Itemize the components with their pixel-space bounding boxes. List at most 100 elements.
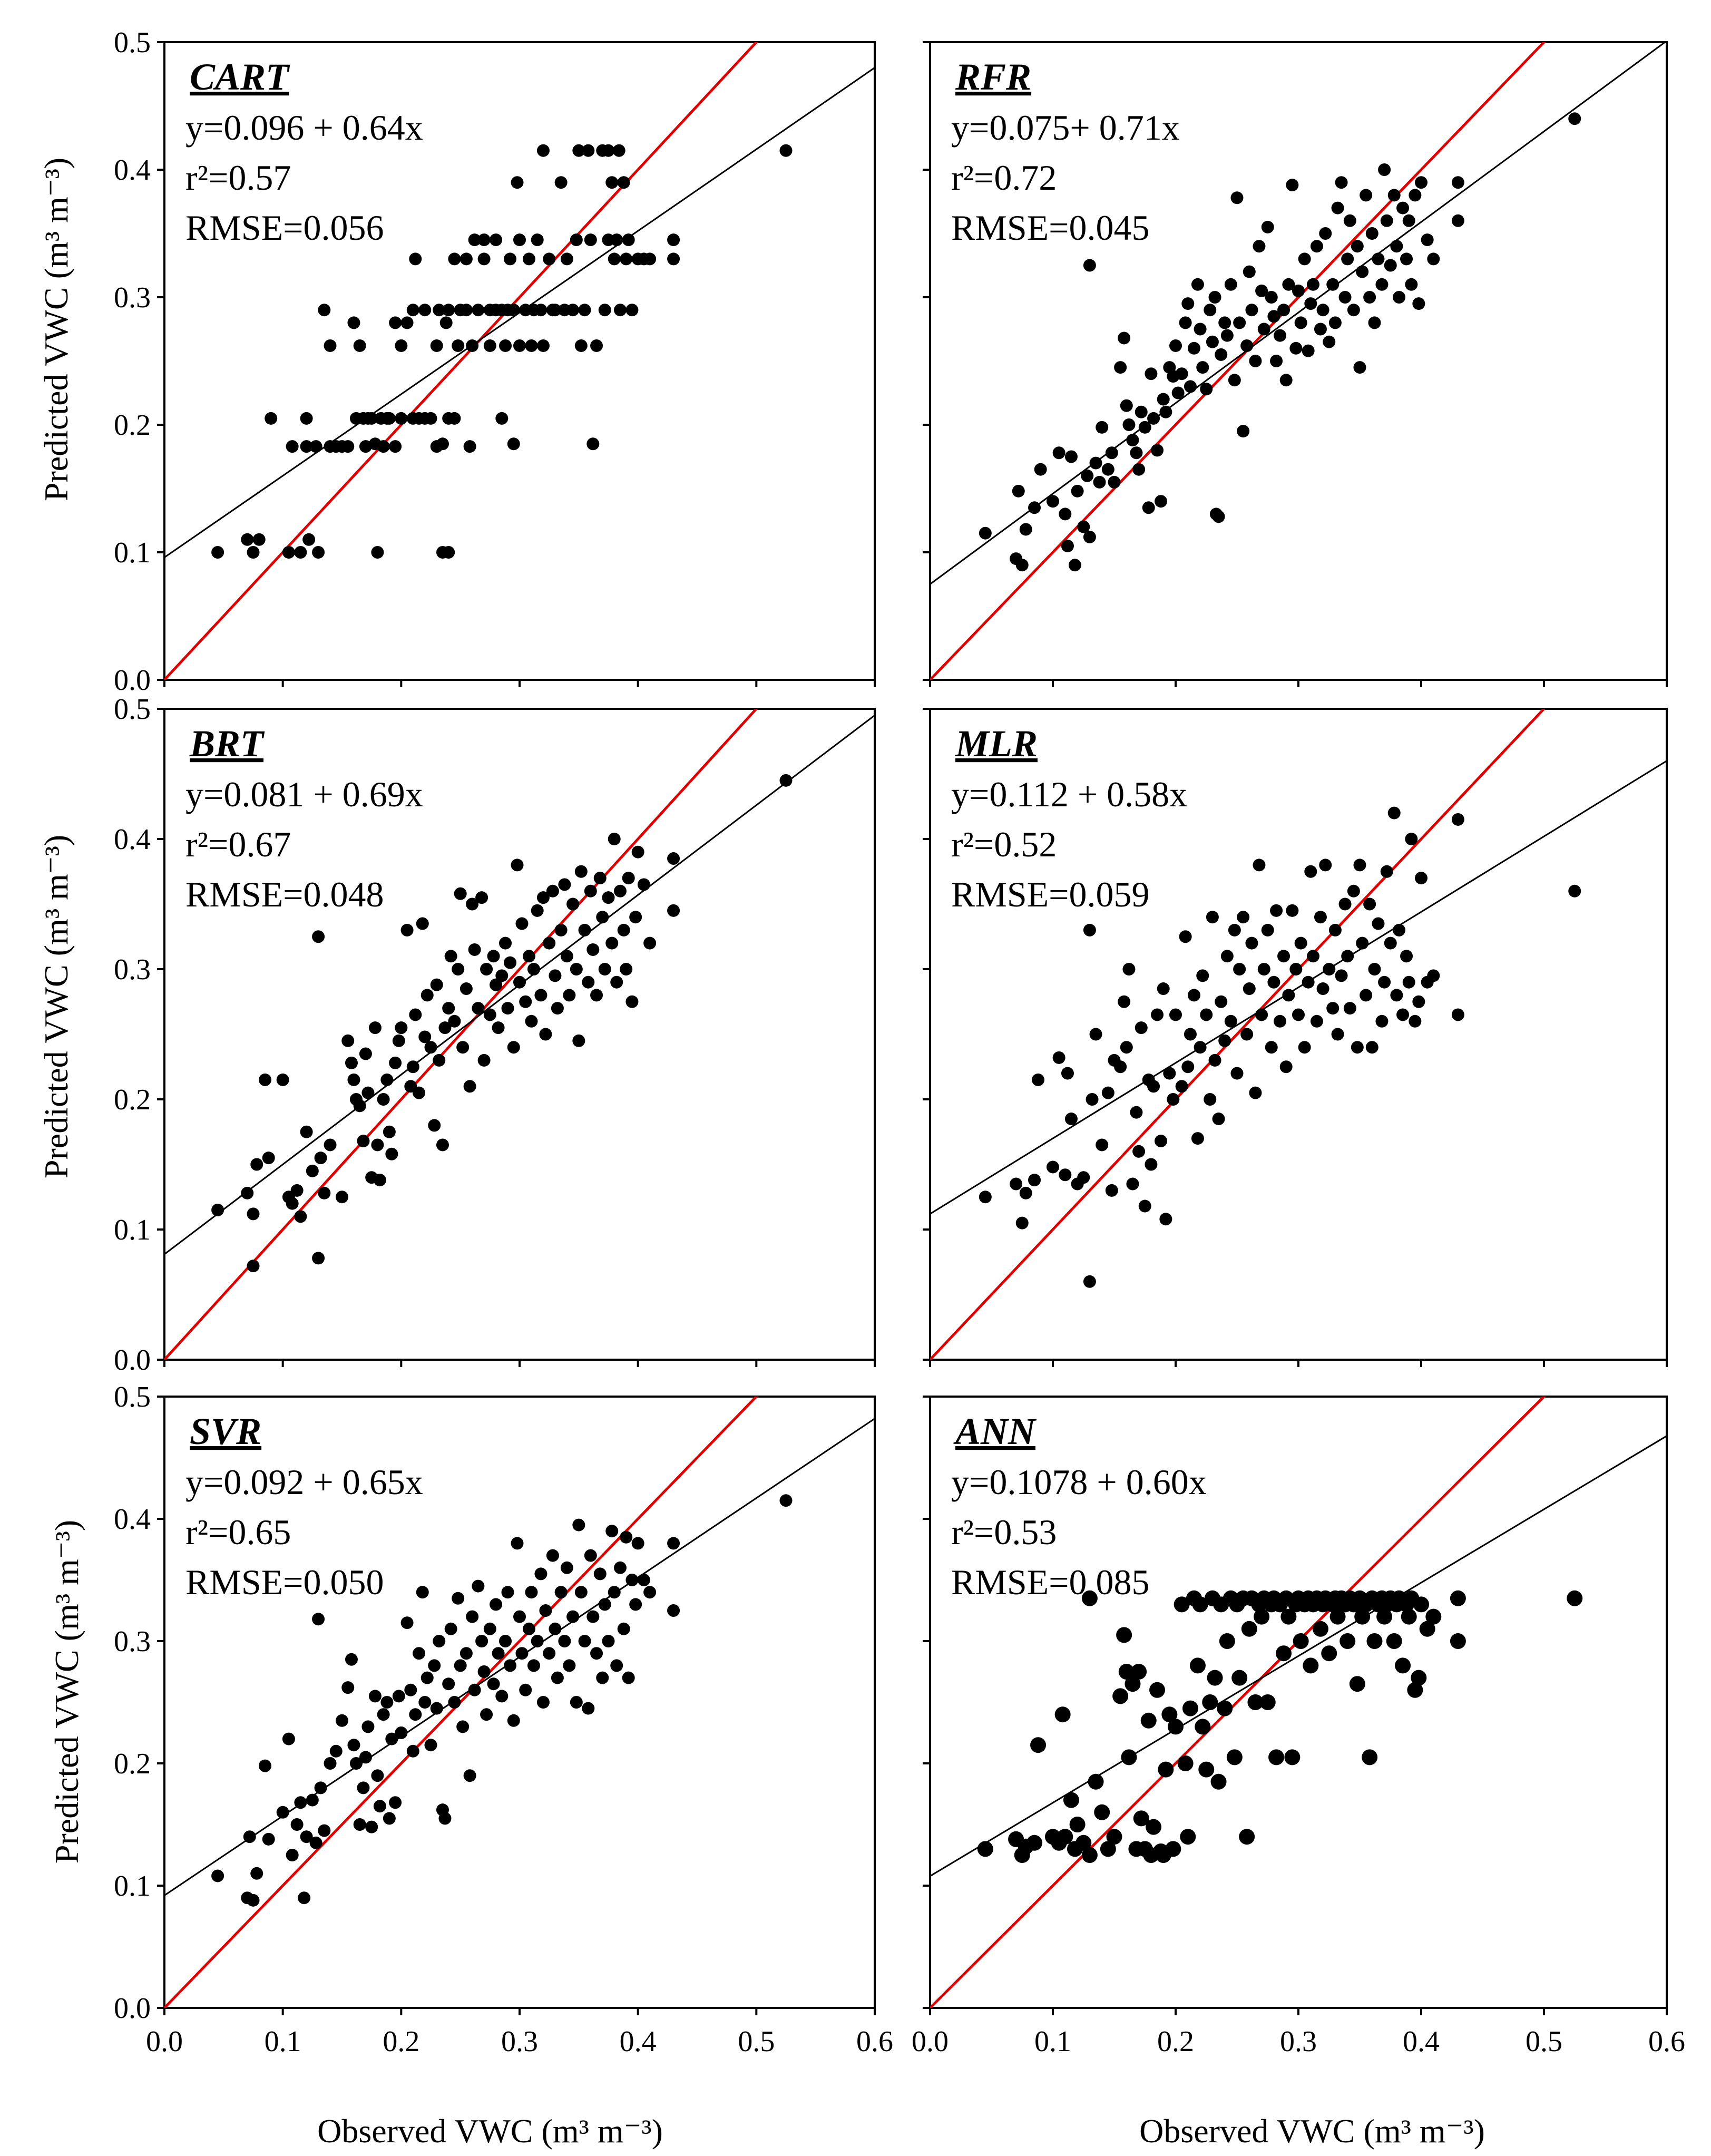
data-point <box>1106 1829 1122 1845</box>
data-point <box>1378 163 1391 176</box>
data-point <box>593 872 607 885</box>
data-point <box>617 176 630 189</box>
data-point <box>1063 1792 1079 1808</box>
regression-equation: y=0.092 + 0.65x <box>185 1462 423 1502</box>
data-point <box>539 1028 552 1041</box>
x-tick-label: 0.2 <box>1157 2025 1194 2058</box>
data-point <box>1265 1041 1278 1054</box>
data-point <box>625 1574 639 1586</box>
data-point <box>560 1561 573 1574</box>
data-point <box>421 989 434 1002</box>
data-point <box>1255 1008 1268 1021</box>
data-point <box>392 1690 405 1703</box>
data-point <box>368 1690 382 1703</box>
data-point <box>395 1021 408 1035</box>
data-point <box>373 1174 386 1187</box>
data-point <box>436 1138 449 1152</box>
data-point <box>1365 227 1378 240</box>
data-point <box>448 1014 461 1028</box>
data-point <box>1298 1041 1311 1054</box>
data-point <box>495 1690 509 1703</box>
data-point <box>1338 291 1352 304</box>
data-point <box>1184 380 1197 393</box>
data-point <box>1052 1051 1065 1064</box>
data-point <box>560 950 573 963</box>
data-point <box>1083 923 1096 936</box>
data-point <box>549 969 562 982</box>
data-point <box>483 1622 496 1635</box>
data-point <box>1411 1670 1427 1686</box>
data-point <box>477 1053 491 1067</box>
data-point <box>622 233 635 247</box>
data-point <box>1132 463 1146 476</box>
y-tick-label: 0.0 <box>114 1344 151 1377</box>
data-point <box>1400 950 1413 963</box>
data-point <box>1380 865 1393 878</box>
data-point <box>371 546 384 559</box>
data-point <box>1015 1216 1029 1230</box>
data-point <box>501 1586 514 1599</box>
data-point <box>1198 1761 1215 1778</box>
data-point <box>667 852 680 865</box>
data-point <box>341 440 355 453</box>
data-point <box>1125 1676 1141 1692</box>
data-point <box>1230 191 1244 204</box>
data-point <box>341 1681 355 1694</box>
data-point <box>549 304 562 317</box>
regression-line <box>164 67 875 558</box>
data-point <box>1212 1113 1225 1126</box>
data-point <box>262 1832 275 1846</box>
data-point <box>294 1210 307 1223</box>
data-point <box>578 1635 591 1647</box>
data-point <box>365 1820 378 1833</box>
data-point <box>631 1537 644 1550</box>
plot-area <box>930 1397 1667 2008</box>
data-point <box>1372 252 1385 266</box>
data-point <box>979 526 992 540</box>
data-point <box>1118 995 1131 1008</box>
data-point <box>1210 1773 1227 1790</box>
data-point <box>1245 304 1258 317</box>
data-point <box>572 1034 585 1047</box>
x-tick-label: 0.0 <box>146 2025 183 2058</box>
data-point <box>1083 1275 1096 1288</box>
data-point <box>582 144 595 157</box>
data-point <box>430 339 443 352</box>
x-tick-label: 0.0 <box>912 2025 949 2058</box>
data-point <box>1321 1645 1337 1662</box>
data-point <box>531 1635 544 1647</box>
data-point <box>459 304 473 317</box>
data-point <box>409 252 422 266</box>
data-point <box>1161 1706 1178 1723</box>
y-tick-label: 0.1 <box>114 536 151 569</box>
data-point <box>1101 463 1114 476</box>
data-point <box>454 1659 467 1672</box>
data-point <box>1116 1627 1132 1643</box>
data-point <box>566 1610 580 1623</box>
data-point <box>300 1830 313 1843</box>
y-axis-label-bottom: Predicted VWC (m³ m⁻³) <box>48 1520 85 1864</box>
data-point <box>1255 284 1268 297</box>
data-point <box>586 943 600 956</box>
data-point <box>1390 240 1403 253</box>
data-point <box>1171 386 1185 399</box>
data-point <box>1375 278 1389 291</box>
data-point <box>1105 1184 1118 1197</box>
data-point <box>466 339 479 352</box>
data-point <box>1347 884 1360 897</box>
data-point <box>1200 383 1213 396</box>
data-point <box>574 1586 588 1599</box>
data-point <box>475 891 488 904</box>
data-point <box>1323 335 1336 348</box>
data-point <box>404 1683 417 1696</box>
data-point <box>590 339 603 352</box>
data-point <box>459 982 473 996</box>
data-point <box>1292 1008 1305 1021</box>
data-point <box>1167 1093 1180 1106</box>
data-point <box>329 1744 343 1758</box>
data-point <box>1412 995 1425 1008</box>
data-point <box>324 339 337 352</box>
data-point <box>1077 520 1090 533</box>
data-point <box>371 1138 384 1152</box>
data-point <box>1071 484 1084 497</box>
